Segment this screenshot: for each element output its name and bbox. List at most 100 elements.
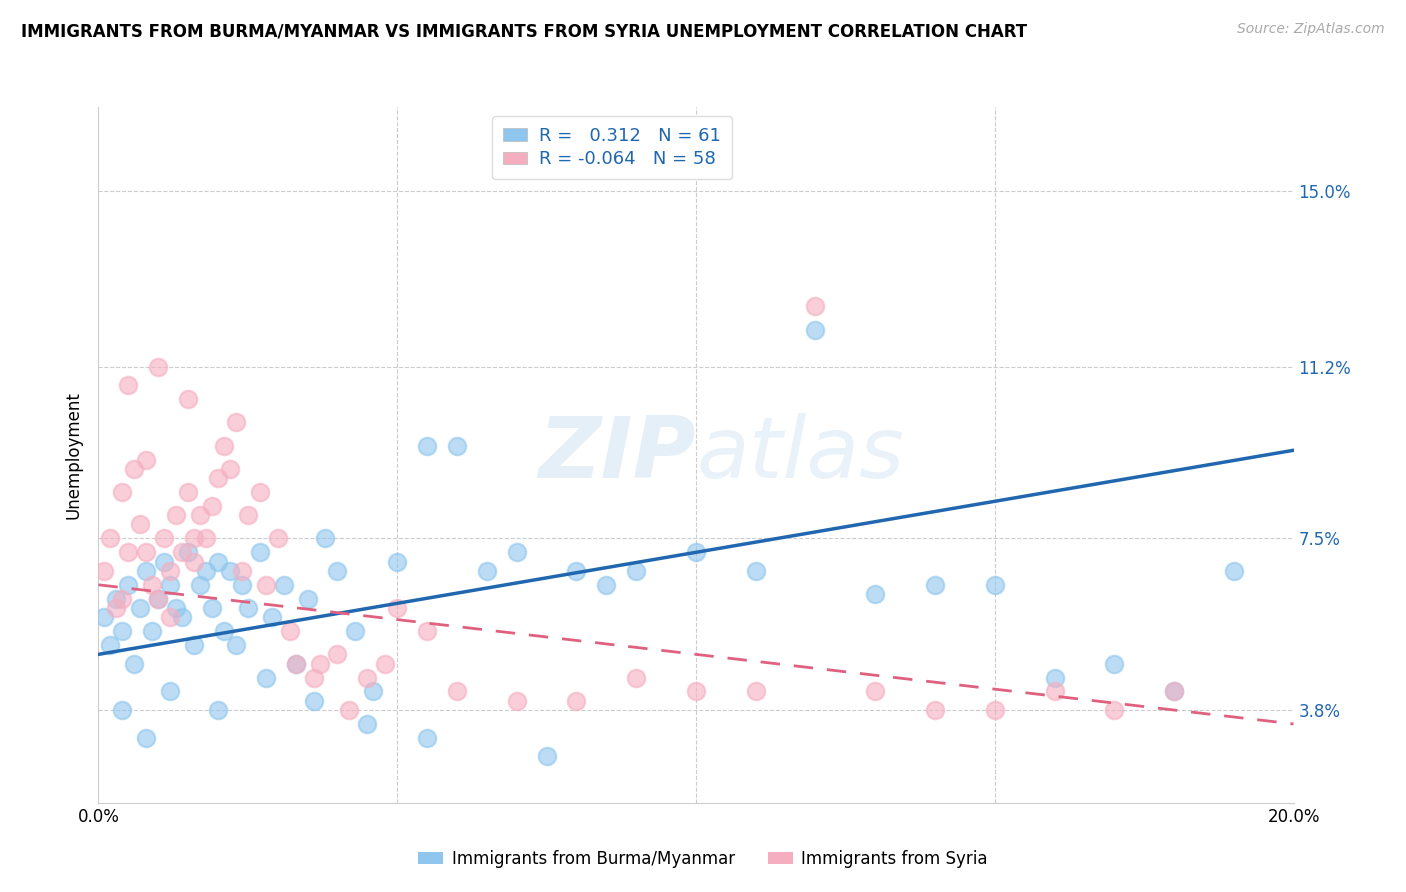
Point: [302, 694, 325, 708]
Point: [195, 532, 218, 546]
Point: [207, 555, 229, 569]
Point: [302, 671, 325, 685]
Point: [124, 462, 146, 476]
Point: [124, 657, 146, 671]
Point: [254, 578, 277, 592]
Point: [565, 694, 588, 708]
Text: atlas: atlas: [696, 413, 904, 497]
Point: [565, 564, 588, 578]
Point: [165, 508, 187, 523]
Legend: R =   0.312   N = 61, R = -0.064   N = 58: R = 0.312 N = 61, R = -0.064 N = 58: [492, 116, 733, 179]
Point: [177, 392, 200, 407]
Point: [105, 601, 128, 615]
Point: [129, 601, 152, 615]
Point: [188, 508, 211, 523]
Point: [984, 578, 1007, 592]
Point: [506, 545, 529, 559]
Legend: Immigrants from Burma/Myanmar, Immigrants from Syria: Immigrants from Burma/Myanmar, Immigrant…: [412, 844, 994, 875]
Point: [117, 545, 139, 559]
Point: [159, 684, 181, 698]
Point: [356, 671, 378, 685]
Point: [1043, 671, 1066, 685]
Point: [315, 532, 337, 546]
Point: [100, 638, 122, 652]
Point: [236, 601, 259, 615]
Point: [177, 545, 200, 559]
Point: [100, 532, 122, 546]
Point: [385, 601, 409, 615]
Point: [308, 657, 330, 671]
Point: [159, 564, 181, 578]
Point: [865, 587, 887, 601]
Point: [254, 671, 277, 685]
Point: [111, 591, 134, 606]
Point: [93, 564, 115, 578]
Point: [326, 564, 349, 578]
Point: [225, 638, 247, 652]
Point: [984, 703, 1007, 717]
Point: [685, 684, 707, 698]
Point: [685, 545, 707, 559]
Point: [117, 378, 139, 392]
Point: [745, 564, 768, 578]
Text: Source: ZipAtlas.com: Source: ZipAtlas.com: [1237, 22, 1385, 37]
Point: [416, 439, 439, 453]
Point: [924, 703, 946, 717]
Point: [1104, 703, 1126, 717]
Point: [284, 657, 307, 671]
Point: [1104, 657, 1126, 671]
Point: [231, 578, 253, 592]
Point: [506, 694, 529, 708]
Point: [804, 300, 827, 314]
Point: [260, 610, 283, 624]
Point: [201, 499, 224, 513]
Point: [141, 578, 163, 592]
Point: [135, 545, 157, 559]
Point: [626, 671, 648, 685]
Point: [297, 591, 319, 606]
Point: [117, 578, 139, 592]
Point: [267, 532, 290, 546]
Point: [165, 601, 187, 615]
Point: [135, 564, 157, 578]
Point: [385, 555, 409, 569]
Point: [363, 684, 385, 698]
Point: [339, 703, 360, 717]
Point: [225, 416, 247, 430]
Point: [326, 648, 349, 662]
Point: [356, 717, 378, 731]
Point: [111, 624, 134, 639]
Point: [135, 731, 157, 745]
Point: [284, 657, 307, 671]
Y-axis label: Unemployment: Unemployment: [65, 391, 83, 519]
Point: [249, 485, 271, 500]
Point: [177, 485, 200, 500]
Point: [201, 601, 224, 615]
Point: [195, 564, 218, 578]
Point: [172, 610, 194, 624]
Point: [1163, 684, 1185, 698]
Point: [273, 578, 295, 592]
Point: [374, 657, 396, 671]
Point: [148, 359, 170, 374]
Point: [148, 591, 170, 606]
Point: [172, 545, 194, 559]
Point: [446, 439, 468, 453]
Point: [105, 591, 128, 606]
Point: [212, 624, 235, 639]
Point: [153, 532, 176, 546]
Point: [236, 508, 259, 523]
Point: [804, 323, 827, 337]
Point: [924, 578, 946, 592]
Point: [416, 624, 439, 639]
Point: [188, 578, 211, 592]
Point: [595, 578, 617, 592]
Point: [745, 684, 768, 698]
Point: [219, 462, 242, 476]
Point: [1223, 564, 1246, 578]
Point: [183, 532, 205, 546]
Point: [148, 591, 170, 606]
Point: [212, 439, 235, 453]
Point: [219, 564, 242, 578]
Point: [207, 703, 229, 717]
